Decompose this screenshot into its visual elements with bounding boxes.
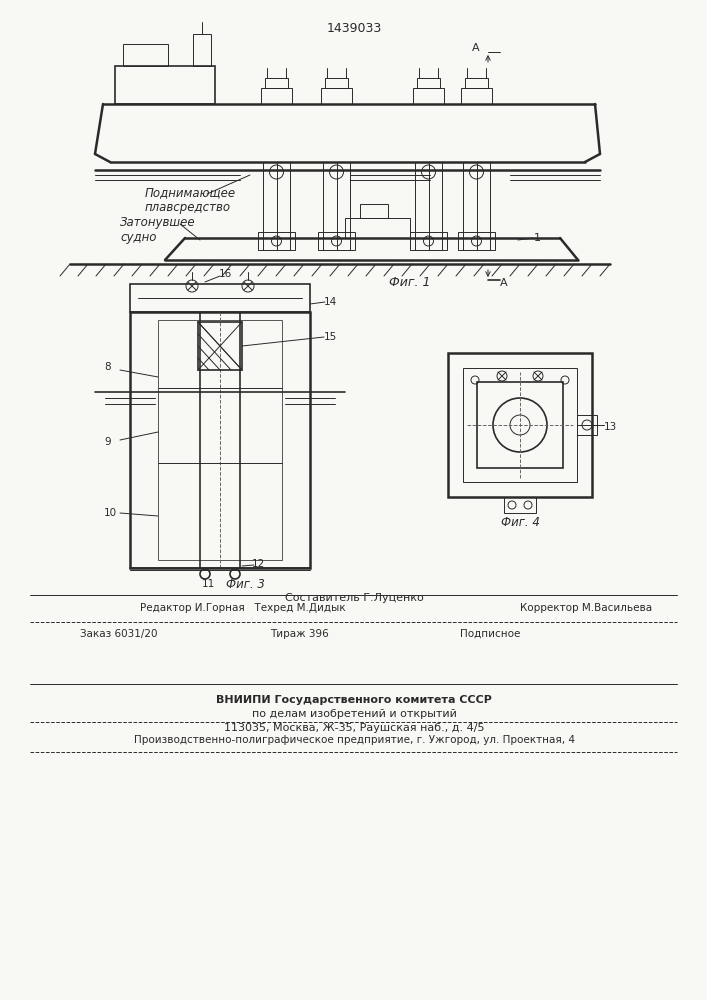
Bar <box>130 312 310 568</box>
Bar <box>321 88 352 104</box>
Bar <box>504 497 536 513</box>
Text: 13: 13 <box>603 422 617 432</box>
Text: ВНИИПИ Государственного комитета СССР: ВНИИПИ Государственного комитета СССР <box>216 695 492 705</box>
Text: Корректор М.Васильева: Корректор М.Васильева <box>520 603 652 613</box>
Text: 9: 9 <box>105 437 111 447</box>
Bar <box>417 78 440 88</box>
Bar <box>123 44 168 66</box>
Bar <box>448 353 592 497</box>
Text: Составитель Г.Луценко: Составитель Г.Луценко <box>285 593 423 603</box>
Text: Затонувшее
судно: Затонувшее судно <box>120 216 196 244</box>
Text: Фиг. 3: Фиг. 3 <box>226 578 264 591</box>
Text: 14: 14 <box>323 297 337 307</box>
Text: А: А <box>472 43 480 53</box>
Text: Поднимающее
плавсредство: Поднимающее плавсредство <box>145 186 236 214</box>
Bar <box>458 232 495 250</box>
Bar <box>115 66 215 104</box>
Text: А: А <box>500 278 508 288</box>
Text: 1439033: 1439033 <box>327 21 382 34</box>
Bar <box>318 232 355 250</box>
Bar <box>465 78 488 88</box>
Bar <box>158 320 282 560</box>
Bar <box>325 78 348 88</box>
Bar <box>577 415 597 435</box>
Text: Тираж 396: Тираж 396 <box>270 629 329 639</box>
Text: 10: 10 <box>103 508 117 518</box>
Bar <box>198 322 242 370</box>
Text: 8: 8 <box>105 362 111 372</box>
Bar <box>261 88 292 104</box>
Text: по делам изобретений и открытий: по делам изобретений и открытий <box>252 709 457 719</box>
Text: Подписное: Подписное <box>460 629 520 639</box>
Text: Фиг. 4: Фиг. 4 <box>501 516 539 528</box>
Bar <box>461 88 492 104</box>
Bar <box>193 34 211 66</box>
Bar <box>130 284 310 312</box>
Bar <box>410 232 447 250</box>
Text: Производственно-полиграфическое предприятие, г. Ужгород, ул. Проектная, 4: Производственно-полиграфическое предприя… <box>134 735 575 745</box>
Bar <box>360 204 388 218</box>
Text: 1: 1 <box>534 233 540 243</box>
Bar <box>345 218 410 238</box>
Bar <box>258 232 295 250</box>
Bar <box>477 382 563 468</box>
Text: 16: 16 <box>218 269 232 279</box>
Text: Заказ 6031/20: Заказ 6031/20 <box>80 629 158 639</box>
Text: Фиг. 1: Фиг. 1 <box>390 275 431 288</box>
Text: 113035, Москва, Ж-35, Раушская наб., д. 4/5: 113035, Москва, Ж-35, Раушская наб., д. … <box>223 723 484 733</box>
Text: 11: 11 <box>201 579 215 589</box>
Bar <box>413 88 444 104</box>
Text: 15: 15 <box>323 332 337 342</box>
Bar <box>265 78 288 88</box>
Text: Редактор И.Горная   Техред М.Дидык: Редактор И.Горная Техред М.Дидык <box>140 603 346 613</box>
Text: 12: 12 <box>252 559 264 569</box>
Bar <box>463 368 577 482</box>
